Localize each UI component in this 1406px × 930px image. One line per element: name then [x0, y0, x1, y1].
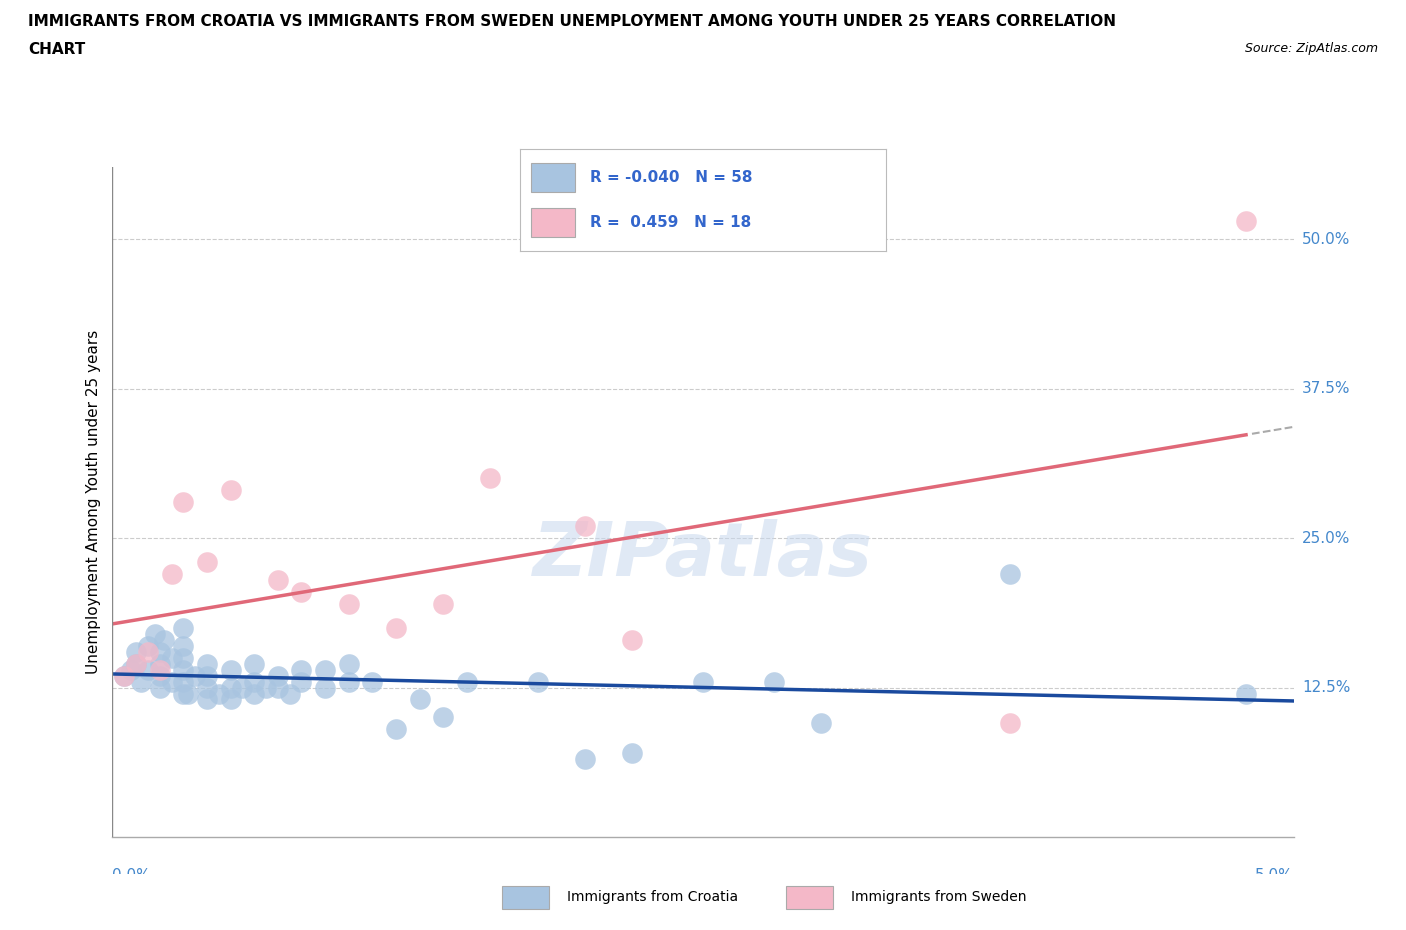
- Point: [149, 668, 172, 683]
- Text: R =  0.459   N = 18: R = 0.459 N = 18: [589, 215, 751, 230]
- Point: [267, 680, 290, 695]
- Point: [810, 716, 832, 731]
- Point: [172, 638, 194, 653]
- Point: [125, 657, 148, 671]
- Point: [172, 495, 194, 510]
- Point: [479, 471, 502, 485]
- Text: Immigrants from Croatia: Immigrants from Croatia: [567, 890, 738, 905]
- Point: [219, 662, 242, 677]
- Point: [574, 519, 596, 534]
- Point: [361, 674, 384, 689]
- Point: [219, 483, 242, 498]
- Point: [149, 680, 172, 695]
- Point: [267, 668, 290, 683]
- Point: [278, 686, 301, 701]
- Point: [254, 680, 277, 695]
- Text: 37.5%: 37.5%: [1302, 381, 1350, 396]
- Point: [998, 566, 1021, 581]
- Point: [574, 751, 596, 766]
- Point: [1234, 214, 1257, 229]
- Point: [184, 668, 207, 683]
- Point: [136, 662, 159, 677]
- Point: [408, 692, 430, 707]
- Point: [177, 686, 200, 701]
- Point: [762, 674, 785, 689]
- Bar: [531, 208, 575, 237]
- Point: [195, 680, 218, 695]
- Point: [1234, 686, 1257, 701]
- Bar: [531, 163, 575, 192]
- Y-axis label: Unemployment Among Youth under 25 years: Unemployment Among Youth under 25 years: [86, 330, 101, 674]
- Point: [208, 686, 231, 701]
- Text: Source: ZipAtlas.com: Source: ZipAtlas.com: [1244, 42, 1378, 55]
- Point: [290, 662, 312, 677]
- Point: [432, 596, 454, 611]
- Point: [160, 566, 183, 581]
- Text: 12.5%: 12.5%: [1302, 680, 1350, 695]
- Point: [243, 657, 266, 671]
- Point: [143, 626, 166, 641]
- Point: [129, 674, 152, 689]
- Point: [526, 674, 548, 689]
- Point: [153, 632, 176, 647]
- Point: [195, 554, 218, 569]
- Text: 50.0%: 50.0%: [1302, 232, 1350, 246]
- Point: [314, 680, 336, 695]
- Point: [621, 632, 644, 647]
- Point: [172, 662, 194, 677]
- Point: [267, 573, 290, 588]
- Text: IMMIGRANTS FROM CROATIA VS IMMIGRANTS FROM SWEDEN UNEMPLOYMENT AMONG YOUTH UNDER: IMMIGRANTS FROM CROATIA VS IMMIGRANTS FR…: [28, 14, 1116, 29]
- Point: [125, 657, 148, 671]
- Point: [195, 657, 218, 671]
- Point: [290, 674, 312, 689]
- Point: [385, 620, 408, 635]
- Point: [172, 674, 194, 689]
- Point: [385, 722, 408, 737]
- Point: [432, 710, 454, 724]
- Point: [195, 692, 218, 707]
- Point: [149, 662, 172, 677]
- Point: [337, 657, 360, 671]
- Point: [120, 662, 142, 677]
- Text: 25.0%: 25.0%: [1302, 531, 1350, 546]
- Point: [219, 692, 242, 707]
- Point: [172, 650, 194, 665]
- Bar: [786, 885, 832, 910]
- Point: [125, 644, 148, 659]
- Point: [998, 716, 1021, 731]
- Text: Immigrants from Sweden: Immigrants from Sweden: [851, 890, 1026, 905]
- Point: [314, 662, 336, 677]
- Point: [337, 596, 360, 611]
- Point: [172, 620, 194, 635]
- Point: [112, 668, 135, 683]
- Point: [112, 668, 135, 683]
- Point: [337, 674, 360, 689]
- Text: 5.0%: 5.0%: [1254, 868, 1294, 883]
- Point: [149, 644, 172, 659]
- Text: R = -0.040   N = 58: R = -0.040 N = 58: [589, 170, 752, 185]
- Point: [692, 674, 714, 689]
- Point: [290, 584, 312, 599]
- Point: [219, 680, 242, 695]
- Point: [160, 650, 183, 665]
- Point: [160, 674, 183, 689]
- Point: [136, 644, 159, 659]
- Point: [231, 680, 253, 695]
- Point: [456, 674, 478, 689]
- Point: [243, 674, 266, 689]
- Point: [621, 746, 644, 761]
- Text: CHART: CHART: [28, 42, 86, 57]
- Point: [243, 686, 266, 701]
- Point: [172, 686, 194, 701]
- Point: [136, 638, 159, 653]
- Text: 0.0%: 0.0%: [112, 868, 152, 883]
- Text: ZIPatlas: ZIPatlas: [533, 519, 873, 592]
- Point: [149, 657, 172, 671]
- Point: [195, 668, 218, 683]
- Bar: [502, 885, 550, 910]
